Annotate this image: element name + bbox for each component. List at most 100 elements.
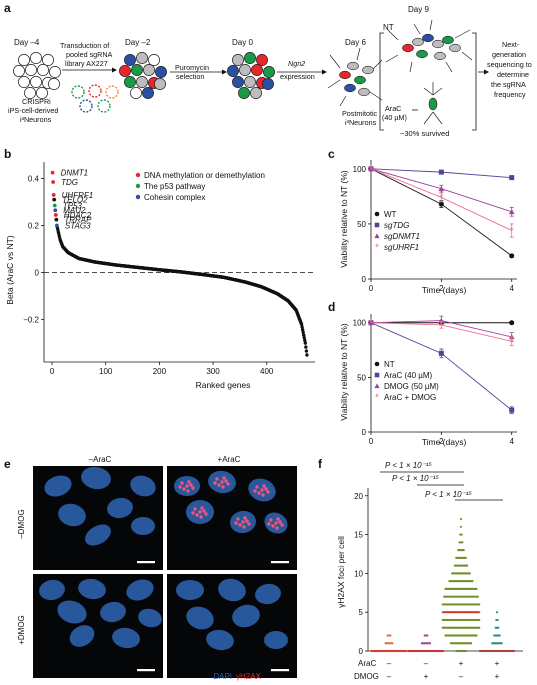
arac-sign: – [387, 659, 392, 668]
neurite-line [429, 19, 433, 31]
h2ax-focus [180, 481, 184, 485]
highlighted-gene-point [50, 170, 55, 175]
x-tick-label: 4 [509, 437, 514, 446]
series-marker [438, 201, 444, 207]
x-tick-label: 300 [206, 367, 220, 376]
cell-circle [24, 87, 36, 99]
arac-conc-label: (40 µM) [382, 113, 407, 122]
cell-circle [155, 66, 167, 78]
h2ax-focus [195, 513, 199, 517]
panel-d-ylabel: Viability relative to NT (%) [339, 323, 349, 421]
series-marker [374, 211, 380, 217]
foci-point [464, 556, 467, 559]
foci-point [464, 649, 467, 653]
branch-bracket-right [472, 32, 477, 131]
transduction-label-2: pooled sgRNA [66, 50, 113, 59]
puromycin-label-2: selection [176, 72, 204, 81]
transduced-cell-cluster [119, 52, 167, 99]
h2ax-focus [242, 525, 246, 529]
neuron-soma [347, 61, 359, 71]
x-tick-label: 2 [439, 437, 444, 446]
h2ax-focus [247, 522, 251, 526]
h2ax-focus [271, 524, 275, 528]
neurite-line [327, 79, 341, 89]
h2ax-focus [269, 518, 273, 522]
nucleus-dapi [176, 580, 204, 600]
f-row-label-arac: AraC [358, 659, 376, 668]
cell-circle [143, 64, 155, 76]
cell-circle [124, 54, 136, 66]
y-tick-label: 100 [353, 319, 367, 328]
nucleus-dapi [138, 608, 162, 628]
nucleus-dapi [126, 579, 154, 601]
nucleus-dapi [232, 604, 260, 628]
viability-crispri-plot: 0 50 100 0 2 4 * * * WT sgTDG sgDNMT1 * sgUHRF1 [353, 160, 517, 293]
ips-cell-cluster [13, 52, 61, 99]
transduction-label-3: library AX227 [65, 59, 108, 68]
foci-point [391, 642, 394, 645]
y-tick-label: 50 [357, 220, 366, 229]
transduction-arrowhead [112, 67, 117, 73]
foci-point [470, 642, 473, 645]
gene-point [304, 345, 308, 349]
neuron-soma [422, 33, 434, 43]
transduction-label-1: Transduction of [60, 41, 109, 50]
nucleus-dapi [255, 583, 281, 605]
h2ax-focus [276, 517, 280, 521]
nucleus-dapi [107, 497, 133, 519]
series-marker [368, 319, 374, 326]
highlighted-gene-point [52, 203, 57, 208]
y-tick-label: 20 [354, 492, 363, 501]
series-marker: * [369, 164, 373, 175]
neuron-soma [354, 75, 366, 85]
nucleus-dapi [264, 631, 288, 649]
cell-circle [239, 64, 251, 76]
neurite-line [339, 95, 347, 107]
h2ax-focus [221, 485, 225, 489]
h2ax-focus [186, 489, 190, 493]
microscopy-grid [33, 466, 297, 678]
series-marker [438, 350, 444, 356]
cell-circle [244, 76, 256, 88]
col-label-minus-arac: –AraC [89, 455, 112, 464]
legend-label: The p53 pathway [144, 182, 205, 191]
h2ax-focus [191, 486, 195, 490]
panel-d-letter: d [328, 300, 335, 314]
cell-circle [30, 52, 42, 64]
panel-e: e –AraC +AraC –DMOG +DMOG DAPI γH2AX [4, 455, 297, 681]
postmitotic-label-1: Postmitotic [342, 109, 378, 118]
legend-label: DMOG (50 µM) [384, 382, 439, 391]
row-label-plus-dmog: +DMOG [17, 615, 26, 645]
h2ax-focus [255, 485, 259, 489]
gene-point [303, 338, 307, 343]
foci-point [460, 533, 463, 536]
lentivirus-icon [88, 84, 102, 98]
crispri-label-1: CRISPRi [22, 97, 51, 106]
cell-circle [25, 64, 37, 76]
gene-label: DNMT1 [61, 169, 89, 178]
scale-bar [271, 561, 289, 564]
series-marker: * [510, 226, 514, 237]
h2ax-focus [224, 479, 228, 483]
foci-point [471, 580, 474, 583]
panel-f-ylabel: γH2AX foci per cell [336, 536, 346, 608]
series-marker [374, 233, 380, 239]
gene-point [299, 322, 304, 327]
series-marker [509, 407, 515, 413]
day9-neurons-illustration [385, 19, 473, 125]
foci-point [475, 587, 478, 591]
series-marker: * [439, 320, 443, 331]
foci-point [426, 634, 429, 637]
cell-circle [131, 64, 143, 76]
gene-point [303, 341, 308, 345]
cell-circle [232, 76, 244, 88]
legend-marker [135, 194, 141, 200]
gene-label: UHFRF1 [62, 191, 94, 200]
arac-label: AraC [385, 104, 401, 113]
nucleus-dapi [100, 601, 126, 623]
lentivirus-icon [105, 85, 119, 99]
series-marker [374, 372, 380, 378]
nucleus-dapi [112, 627, 140, 649]
cell-circle [227, 65, 239, 77]
